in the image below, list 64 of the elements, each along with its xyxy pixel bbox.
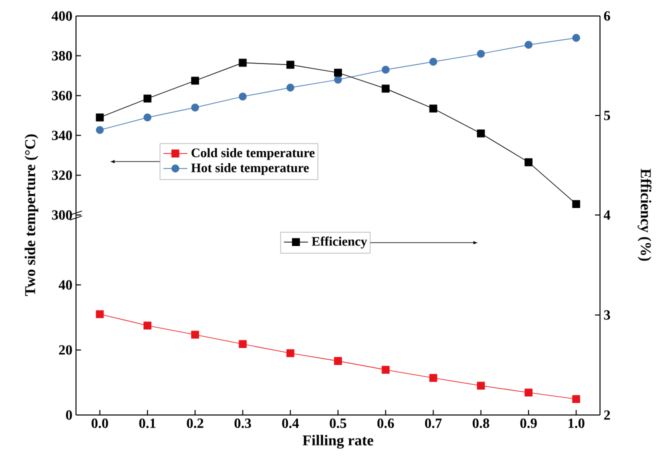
point [382, 66, 390, 74]
point [96, 310, 104, 318]
point [429, 58, 438, 66]
point [191, 104, 200, 112]
point [96, 114, 104, 122]
y-tick-label: 320 [52, 170, 72, 180]
point [334, 76, 342, 84]
point [476, 50, 485, 58]
point [524, 158, 532, 166]
point [144, 94, 152, 103]
x-tick-label: 0.6 [377, 418, 394, 428]
y-tick-label: 400 [52, 11, 72, 21]
x-tick-label: 1.0 [568, 418, 584, 428]
x-tick-label: 0.8 [472, 418, 490, 428]
y-tick-label: 300 [52, 210, 72, 220]
point [524, 40, 532, 49]
point [429, 104, 438, 112]
y2-tick-label: 5 [604, 110, 610, 120]
y-axis-title: Two side temperture (°C) [24, 134, 38, 296]
point [191, 76, 200, 85]
point [572, 200, 580, 208]
x-tick-label: 0.4 [282, 418, 299, 428]
point [382, 84, 390, 93]
point [572, 34, 580, 42]
point [144, 114, 152, 122]
x-axis-title: Filling rate [302, 434, 374, 449]
point [238, 92, 247, 101]
x-tick-label: 0.2 [186, 418, 204, 428]
y2-tick-label: 2 [604, 410, 610, 420]
point [191, 330, 200, 339]
y2-tick-label: 6 [604, 11, 610, 21]
y-tick-label: 0 [66, 410, 72, 420]
point [429, 374, 438, 382]
point [144, 322, 152, 330]
x-tick-label: 0.0 [92, 418, 108, 428]
y-tick-label: 40 [58, 280, 72, 290]
x-tick-label: 0.3 [234, 418, 252, 428]
x-tick-label: 0.1 [139, 418, 156, 428]
point [238, 58, 247, 67]
y2-tick-label: 3 [604, 310, 610, 320]
y-tick-label: 340 [52, 130, 72, 140]
x-tick-label: 0.7 [425, 418, 442, 428]
point [286, 60, 294, 69]
point [286, 84, 294, 92]
legend-label: Efficiency [312, 236, 368, 248]
point [238, 340, 247, 348]
y2-axis-title: Efficiency (%) [638, 168, 652, 261]
y-tick-label: 380 [52, 51, 72, 61]
y-tick-label: 360 [52, 90, 72, 100]
legend-label: Hot side temperature [191, 163, 309, 175]
point [524, 388, 532, 396]
point [334, 68, 342, 77]
x-tick-label: 0.5 [330, 418, 346, 428]
point [476, 129, 485, 138]
point [476, 382, 485, 390]
legend-label: Cold side temperature [192, 148, 315, 160]
point [572, 395, 580, 403]
y2-tick-label: 4 [604, 210, 610, 220]
point [286, 349, 294, 358]
point [334, 357, 342, 365]
y-tick-label: 20 [59, 345, 72, 355]
point [382, 366, 390, 374]
point [96, 126, 104, 134]
x-tick-label: 0.9 [520, 418, 537, 428]
